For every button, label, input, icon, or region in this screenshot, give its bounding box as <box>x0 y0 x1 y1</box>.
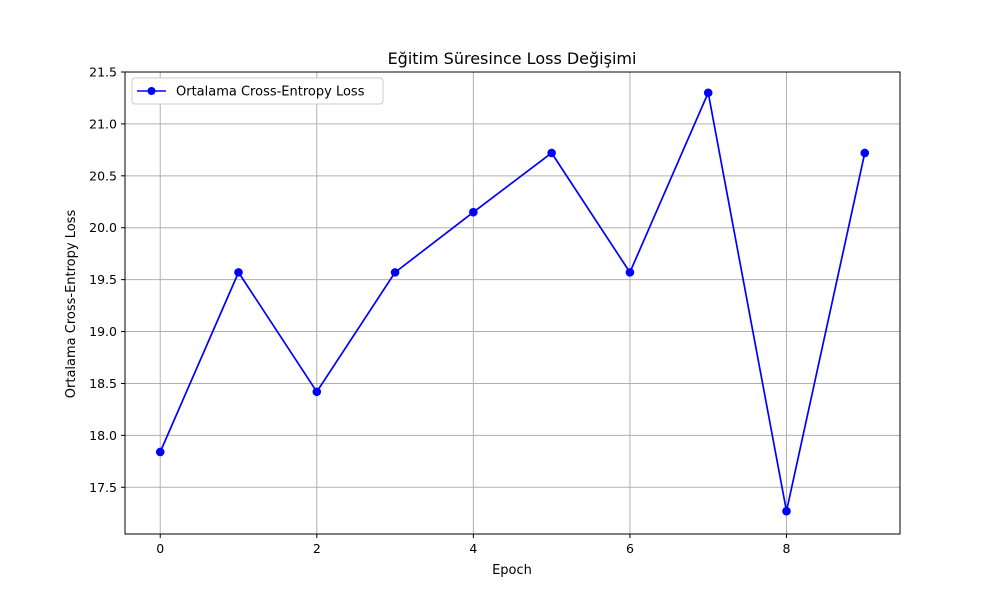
y-tick-label: 20.5 <box>89 168 117 183</box>
data-point <box>782 506 791 516</box>
x-tick-label: 6 <box>626 541 634 556</box>
y-tick-label: 19.5 <box>89 272 117 287</box>
data-point <box>469 207 478 217</box>
y-tick-label: 19.0 <box>89 324 117 339</box>
data-point <box>390 268 400 277</box>
y-axis-title: Ortalama Cross-Entropy Loss <box>64 210 79 399</box>
x-tick-label: 8 <box>783 541 791 556</box>
data-point <box>625 268 635 277</box>
chart-title: Eğitim Süresince Loss Değişimi <box>388 49 637 68</box>
y-tick-label: 21.5 <box>89 65 117 80</box>
legend-box <box>131 77 384 105</box>
x-tick-label: 2 <box>313 541 321 556</box>
plot-frame <box>124 71 901 535</box>
series-line <box>159 91 866 513</box>
data-point <box>312 387 322 397</box>
legend-label: Ortalama Cross-Entropy Loss <box>176 85 365 100</box>
legend: Ortalama Cross-Entropy Loss <box>131 77 384 105</box>
legend-marker <box>147 87 156 95</box>
y-tick-label: 21.0 <box>89 116 117 131</box>
y-tick-label: 20.0 <box>89 220 117 235</box>
axis-ticks: 0 2 4 6 8 17.5 18.0 18.5 19.0 19.5 20.0 20.5 21.0 21.… <box>89 65 790 557</box>
x-axis-title: Epoch <box>492 563 532 578</box>
data-point <box>860 148 870 158</box>
series-layer <box>155 88 870 516</box>
data-point <box>155 447 165 457</box>
grid-lines <box>125 71 900 534</box>
y-tick-label: 17.5 <box>89 480 117 495</box>
data-point <box>547 148 556 158</box>
data-point <box>234 268 243 277</box>
x-tick-label: 0 <box>156 541 164 556</box>
x-tick-label: 4 <box>469 541 477 556</box>
y-tick-label: 18.0 <box>89 428 117 443</box>
y-tick-label: 18.5 <box>89 376 117 391</box>
data-point <box>703 88 713 98</box>
